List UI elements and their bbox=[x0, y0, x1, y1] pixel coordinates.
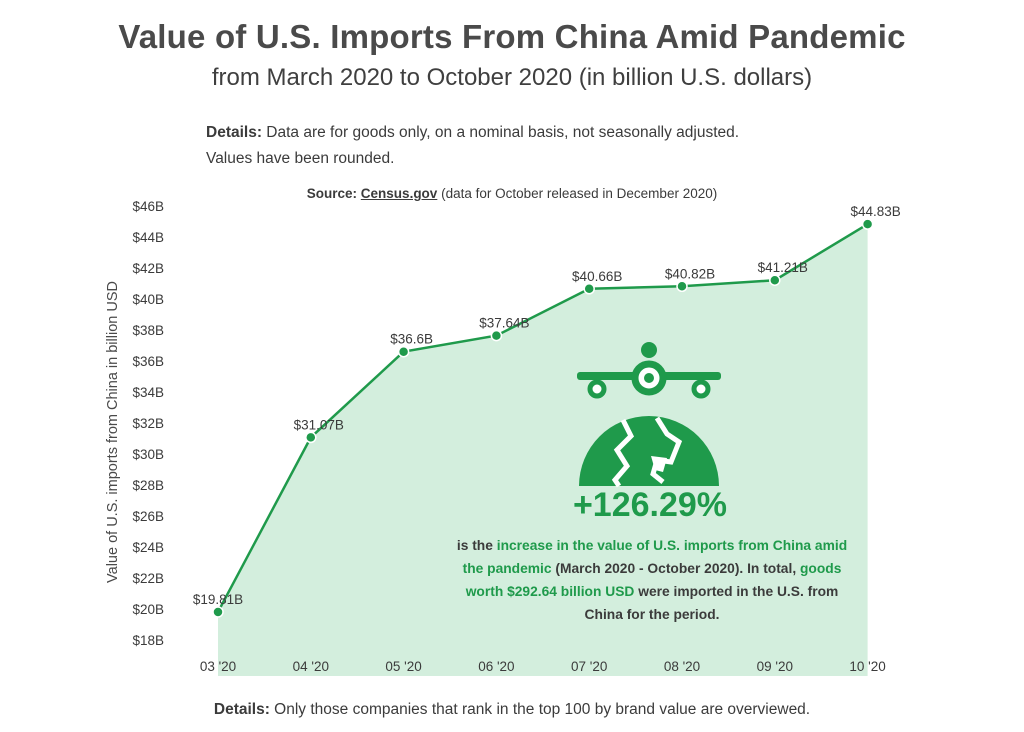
chart-title: Value of U.S. Imports From China Amid Pa… bbox=[118, 18, 906, 55]
data-point bbox=[397, 345, 410, 358]
data-labels: $19.81B $31.07B $36.6B $37.64B $40.66B $40.82… bbox=[193, 204, 901, 607]
y-tick-label: $26B bbox=[132, 509, 164, 524]
callout-part-4: goods worth $292.64 billion USD bbox=[465, 561, 842, 599]
x-tick-label: 08 '20 bbox=[664, 659, 700, 674]
data-point bbox=[583, 283, 595, 295]
source-note: Source: Census.gov (data for October rel… bbox=[0, 186, 1024, 201]
callout-part-1: is the bbox=[456, 538, 497, 553]
data-label: $37.64B bbox=[479, 316, 529, 331]
source-label: Source: bbox=[306, 186, 358, 201]
y-tick-label: $18B bbox=[132, 633, 164, 648]
y-tick-label: $30B bbox=[132, 447, 164, 462]
x-tick-label: 09 '20 bbox=[757, 659, 793, 674]
y-tick-label: $36B bbox=[132, 354, 164, 369]
details-top-label: Details: bbox=[206, 124, 262, 141]
data-label: $44.83B bbox=[850, 204, 900, 219]
callout-part-2: increase in the value of U.S. imports fr… bbox=[462, 538, 848, 576]
x-tick-label: 04 '20 bbox=[293, 659, 329, 674]
globe-icon bbox=[579, 416, 719, 488]
airplane-icon bbox=[577, 342, 721, 399]
x-tick-label: 03 '20 bbox=[200, 659, 236, 674]
data-label: $40.82B bbox=[665, 266, 715, 281]
data-label: $41.21B bbox=[758, 260, 808, 275]
y-tick-label: $34B bbox=[132, 385, 164, 400]
y-axis-label: Value of U.S. imports from China in bill… bbox=[105, 281, 121, 583]
data-point bbox=[769, 274, 781, 286]
x-tick-labels: 03 '20 04 '20 05 '20 06 '20 07 '20 08 '20 09 '… bbox=[200, 659, 886, 674]
y-tick-label: $38B bbox=[132, 323, 164, 338]
x-tick-label: 07 '20 bbox=[571, 659, 607, 674]
y-tick-label: $40B bbox=[132, 292, 164, 307]
area-layer bbox=[218, 224, 868, 676]
x-tick-label: 10 '20 bbox=[849, 659, 885, 674]
area-fill bbox=[218, 224, 868, 676]
data-point bbox=[305, 431, 317, 444]
data-point bbox=[212, 606, 224, 618]
data-label: $40.66B bbox=[572, 269, 622, 284]
line-layer bbox=[216, 223, 869, 613]
chart-subtitle: from March 2020 to October 2020 (in bill… bbox=[211, 64, 813, 91]
data-label: $19.81B bbox=[193, 592, 243, 607]
details-top-line1: Data are for goods only, on a nominal ba… bbox=[262, 124, 740, 141]
source-link[interactable]: Census.gov bbox=[360, 186, 438, 201]
details-bottom-label: Details: bbox=[213, 701, 270, 718]
y-tick-label: $44B bbox=[132, 230, 164, 245]
data-points bbox=[212, 218, 874, 618]
series-line bbox=[216, 223, 869, 613]
y-tick-label: $24B bbox=[132, 540, 164, 555]
data-label: $36.6B bbox=[390, 332, 433, 347]
x-tick-label: 06 '20 bbox=[478, 659, 514, 674]
y-tick-labels: $18B $20B $22B $24B $26B $28B $30B $32B $34B $36B… bbox=[132, 199, 164, 648]
data-point bbox=[676, 280, 688, 293]
data-point bbox=[490, 329, 503, 342]
source-note-text: (data for October released in December 2… bbox=[437, 186, 718, 201]
details-bottom: Details: Only those companies that rank … bbox=[0, 701, 1024, 719]
details-top: Details: Data are for goods only, on a n… bbox=[206, 120, 866, 172]
y-tick-label: $22B bbox=[132, 571, 164, 586]
x-tick-label: 05 '20 bbox=[385, 659, 421, 674]
callout-text: is the increase in the value of U.S. imp… bbox=[452, 534, 852, 626]
y-tick-label: $20B bbox=[132, 602, 164, 617]
y-tick-label: $28B bbox=[132, 478, 164, 493]
y-tick-label: $32B bbox=[132, 416, 164, 431]
y-tick-label: $46B bbox=[132, 199, 164, 214]
callout-headline: +126.29% bbox=[572, 486, 728, 524]
data-point bbox=[861, 218, 874, 230]
details-top-line2: Values have been rounded. bbox=[206, 150, 395, 167]
details-bottom-text: Only those companies that rank in the to… bbox=[269, 701, 811, 718]
y-tick-label: $42B bbox=[132, 261, 164, 276]
callout-part-3: (March 2020 - October 2020). In total, bbox=[551, 561, 800, 576]
data-label: $31.07B bbox=[294, 417, 344, 432]
callout-part-5: were imported in the U.S. from China for… bbox=[584, 584, 839, 622]
